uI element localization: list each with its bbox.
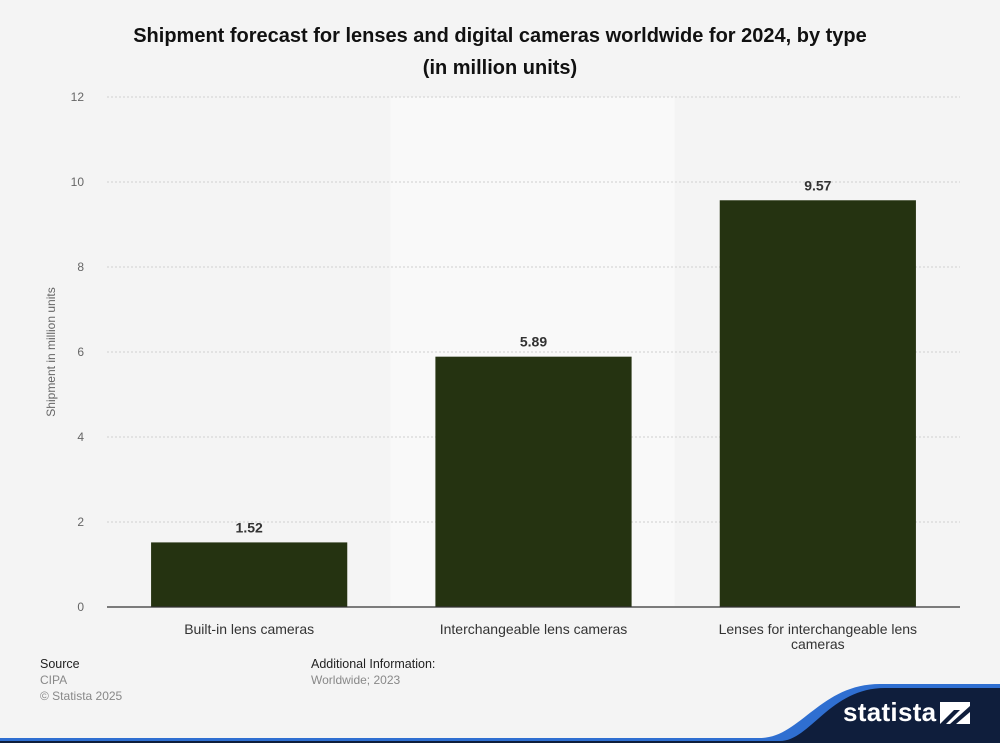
chart-title: Shipment forecast for lenses and digital… bbox=[60, 20, 940, 84]
y-tick-label: 4 bbox=[77, 430, 84, 444]
bar bbox=[151, 542, 348, 607]
additional-info-block: Additional Information: Worldwide; 2023 bbox=[311, 656, 435, 688]
source-block: Source CIPA © Statista 2025 bbox=[40, 656, 122, 704]
x-tick-label: cameras bbox=[791, 636, 845, 652]
y-tick-label: 10 bbox=[71, 175, 85, 189]
y-tick-label: 6 bbox=[77, 345, 84, 359]
y-tick-label: 2 bbox=[77, 515, 84, 529]
chart-title-line-1: Shipment forecast for lenses and digital… bbox=[133, 25, 867, 47]
chart-title-line-2: (in million units) bbox=[422, 57, 578, 79]
data-label: 9.57 bbox=[804, 177, 831, 193]
copyright-text: © Statista 2025 bbox=[40, 689, 123, 703]
x-tick-label: Interchangeable lens cameras bbox=[440, 621, 628, 637]
y-tick-label: 0 bbox=[77, 600, 84, 614]
additional-info-heading: Additional Information: bbox=[311, 657, 436, 671]
data-label: 1.52 bbox=[236, 519, 263, 535]
bar bbox=[719, 200, 916, 607]
source-name[interactable]: CIPA bbox=[40, 673, 68, 687]
y-tick-label: 8 bbox=[77, 260, 84, 274]
x-tick-label: Built-in lens cameras bbox=[184, 621, 314, 637]
source-heading: Source bbox=[40, 657, 80, 671]
additional-info-text: Worldwide; 2023 bbox=[311, 673, 401, 687]
y-axis-label: Shipment in million units bbox=[44, 287, 58, 416]
y-tick-label: 12 bbox=[71, 90, 85, 104]
bar bbox=[435, 356, 632, 607]
data-label: 5.89 bbox=[520, 334, 547, 350]
x-tick-label: Lenses for interchangeable lens bbox=[719, 621, 917, 637]
